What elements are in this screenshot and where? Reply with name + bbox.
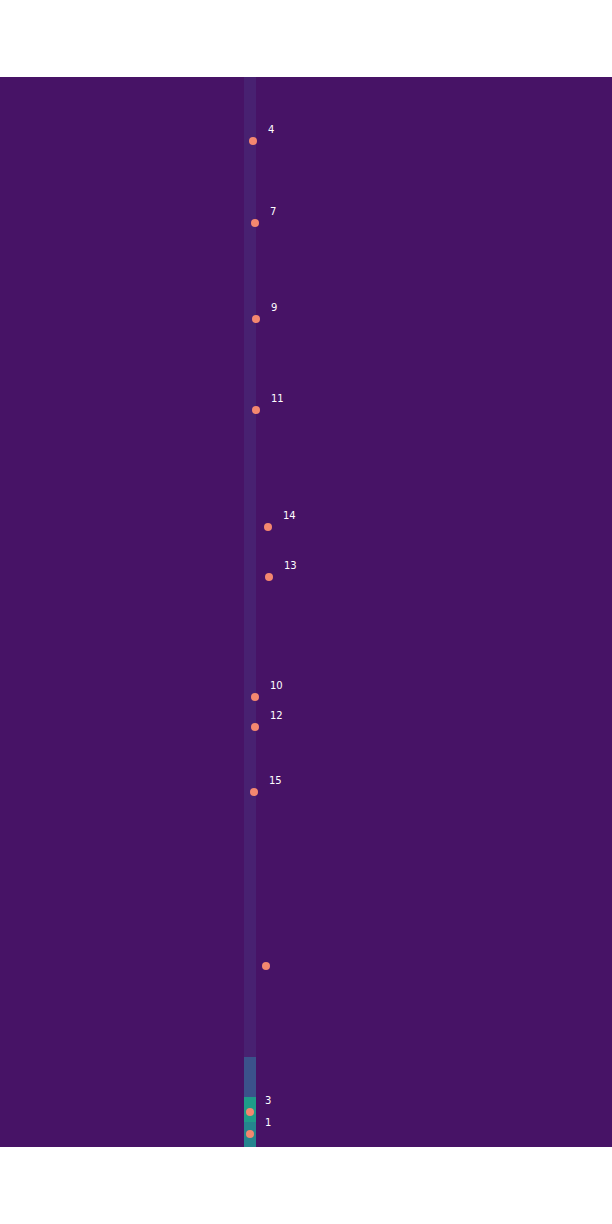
svg-text:12: 12 [270,710,283,721]
svg-text:14: 14 [283,510,296,521]
svg-text:15: 15 [269,775,282,786]
svg-text:4: 4 [268,124,274,135]
svg-text:3: 3 [265,1095,271,1106]
svg-text:7: 7 [270,206,276,217]
svg-text:1: 1 [265,1117,271,1128]
svg-text:9: 9 [271,302,277,313]
svg-text:13: 13 [284,560,297,571]
svg-text:10: 10 [270,680,283,691]
svg-text:11: 11 [271,393,284,404]
